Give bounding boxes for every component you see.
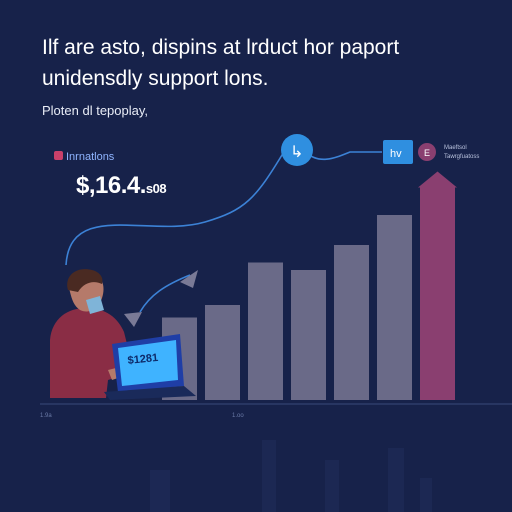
laptop-icon: $1281 [104, 334, 196, 400]
arrow-badge-icon: ↳ [290, 142, 303, 161]
axis-tick-2: 1.oo [232, 413, 244, 419]
bar-6 [377, 215, 412, 400]
accent-badge [418, 143, 436, 161]
accent-badge-text: E [424, 148, 430, 158]
highlight-bar-arrow-icon [418, 171, 457, 188]
bar-5 [334, 245, 369, 400]
legend-flag-icon [54, 151, 63, 160]
note-line-2: Tawrgfuatoss [444, 154, 479, 160]
headline-value-suffix: s08 [145, 181, 167, 196]
small-arrow-icon [124, 312, 142, 327]
bar-series [162, 187, 455, 400]
page-subtitle: Ploten dl tepoplay, [42, 103, 148, 118]
background-bars [150, 440, 432, 512]
trend-arrowhead-icon [180, 270, 198, 288]
bar-2 [205, 305, 240, 400]
arrow-badge [281, 134, 313, 166]
page-title: Ilf are asto, dispins at lrduct hor papo… [42, 36, 400, 90]
bar-3 [248, 262, 283, 400]
label-box [383, 140, 413, 164]
bar-4 [291, 270, 326, 400]
axis-tick-1: 1.9a [40, 413, 52, 419]
legend-label: Inrnatlons [66, 151, 115, 163]
note-line-1: Maeftsol [444, 145, 467, 151]
headline-value: $,16.4.s08 [76, 172, 167, 200]
trend-arrow-curve [139, 274, 191, 313]
bar-7 [420, 187, 455, 400]
laptop-screen-text: $1281 [127, 352, 159, 367]
label-box-text: hv [390, 148, 402, 160]
headline-value-main: $,16.4. [76, 172, 146, 199]
